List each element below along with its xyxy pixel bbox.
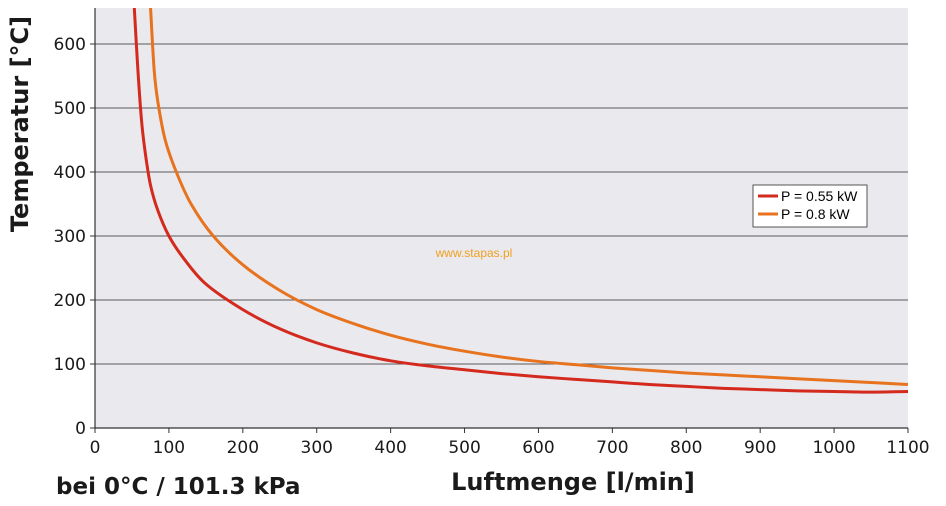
series-layer xyxy=(132,8,908,394)
x-tick-label: 800 xyxy=(670,438,702,458)
y-tick-label: 600 xyxy=(54,35,86,55)
x-axis-title: Luftmenge [l/min] xyxy=(451,468,695,496)
watermark: www.stapas.pl xyxy=(435,246,513,260)
x-tick-label: 0 xyxy=(90,438,101,458)
gridlines xyxy=(95,43,908,365)
y-tick-label: 400 xyxy=(54,163,86,183)
x-tick-label: 400 xyxy=(374,438,406,458)
x-tick-label: 300 xyxy=(301,438,333,458)
y-axis-ticks: 0 100 200 300 400 500 600 xyxy=(54,35,95,439)
y-axis-title: Temperatur [°C] xyxy=(6,16,34,232)
y-tick-label: 200 xyxy=(54,291,86,311)
condition-note: bei 0°C / 101.3 kPa xyxy=(56,474,301,500)
y-tick-label: 300 xyxy=(54,227,86,247)
x-tick-label: 900 xyxy=(744,438,776,458)
x-tick-label: 200 xyxy=(227,438,259,458)
x-tick-label: 600 xyxy=(522,438,554,458)
x-tick-label: 700 xyxy=(596,438,628,458)
x-tick-label: 500 xyxy=(448,438,480,458)
x-tick-label: 1100 xyxy=(886,438,929,458)
y-tick-label: 500 xyxy=(54,99,86,119)
series-line-0 xyxy=(132,8,908,394)
legend-label-055kw: P = 0.55 kW xyxy=(781,188,858,204)
series-line-1 xyxy=(149,8,908,386)
x-axis-ticks: 0 100 200 300 400 500 600 700 800 900 1000 1100 xyxy=(90,428,930,458)
x-tick-label: 1000 xyxy=(812,438,855,458)
legend: P = 0.55 kW P = 0.8 kW xyxy=(752,184,868,228)
x-tick-label: 100 xyxy=(153,438,185,458)
y-tick-label: 0 xyxy=(75,419,86,439)
y-tick-label: 100 xyxy=(54,355,86,375)
legend-label-08kw: P = 0.8 kW xyxy=(781,206,850,222)
legend-box xyxy=(752,184,868,228)
